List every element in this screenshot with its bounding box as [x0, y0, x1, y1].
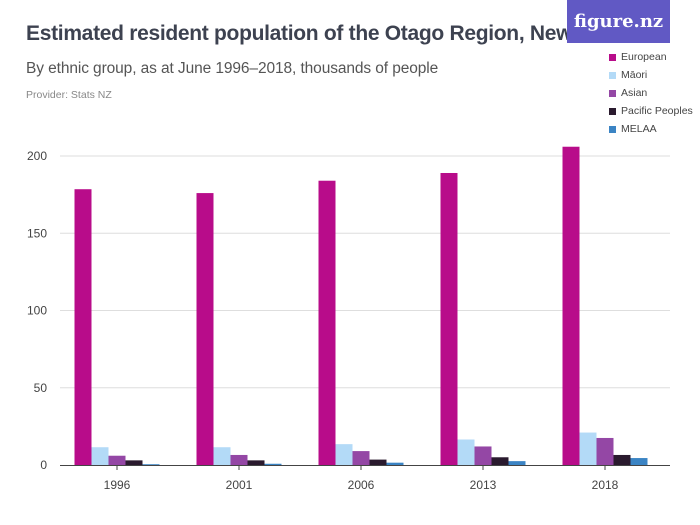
bar-melaa-2006	[386, 462, 404, 465]
legend-swatch	[609, 125, 616, 133]
bar-asian-2018	[596, 437, 614, 465]
bar-asian-2013	[474, 446, 492, 465]
bar-pacific-peoples-2018	[613, 454, 631, 465]
bar-m-ori-2006	[335, 444, 353, 465]
bar-melaa-2001	[264, 463, 282, 465]
x-tick-label: 2018	[592, 478, 619, 492]
bar-european-1996	[74, 189, 92, 465]
legend-item: Māori	[609, 66, 693, 84]
bar-pacific-peoples-2006	[369, 459, 387, 465]
bar-melaa-2013	[508, 461, 526, 465]
legend-item: European	[609, 48, 693, 66]
bar-m-ori-2013	[457, 439, 475, 465]
bar-european-2006	[318, 180, 336, 465]
legend-swatch	[609, 107, 616, 115]
chart-title: Estimated resident population of the Ota…	[26, 22, 655, 45]
bar-european-2013	[440, 172, 458, 465]
legend-item: Asian	[609, 84, 693, 102]
y-tick-label: 100	[27, 304, 47, 318]
legend-label: Asian	[621, 87, 648, 99]
bar-european-2018	[562, 146, 580, 466]
bar-pacific-peoples-2013	[491, 457, 509, 465]
bar-asian-1996	[108, 455, 126, 465]
y-tick-label: 200	[27, 149, 47, 163]
legend-label: Pacific Peoples	[621, 105, 693, 117]
bar-asian-2006	[352, 451, 370, 465]
figure-nz-logo[interactable]: figure.nz	[567, 0, 670, 43]
chart-legend: European Māori Asian Pacific Peoples MELAA	[609, 48, 693, 138]
y-tick-label: 150	[27, 226, 47, 240]
bar-pacific-peoples-2001	[247, 460, 265, 465]
x-tick-label: 2013	[470, 478, 497, 492]
legend-item: MELAA	[609, 120, 693, 138]
legend-swatch	[609, 53, 616, 61]
bar-melaa-1996	[142, 464, 160, 465]
bar-asian-2001	[230, 454, 248, 465]
y-tick-label: 0	[40, 458, 47, 472]
chart-subtitle: By ethnic group, as at June 1996–2018, t…	[26, 60, 439, 77]
bar-m-ori-2018	[579, 432, 597, 465]
bar-m-ori-2001	[213, 447, 231, 465]
legend-label: MELAA	[621, 123, 657, 135]
bar-m-ori-1996	[91, 447, 109, 465]
bar-melaa-2018	[630, 458, 648, 465]
x-tick-label: 1996	[104, 478, 131, 492]
legend-item: Pacific Peoples	[609, 102, 693, 120]
data-provider: Provider: Stats NZ	[26, 89, 112, 101]
x-tick-label: 2001	[226, 478, 253, 492]
legend-label: Māori	[621, 69, 648, 81]
legend-swatch	[609, 89, 616, 97]
x-tick-label: 2006	[348, 478, 375, 492]
bar-pacific-peoples-1996	[125, 460, 143, 465]
legend-swatch	[609, 71, 616, 79]
y-tick-label: 50	[34, 381, 48, 395]
bar-european-2001	[196, 193, 214, 465]
legend-label: European	[621, 51, 667, 63]
